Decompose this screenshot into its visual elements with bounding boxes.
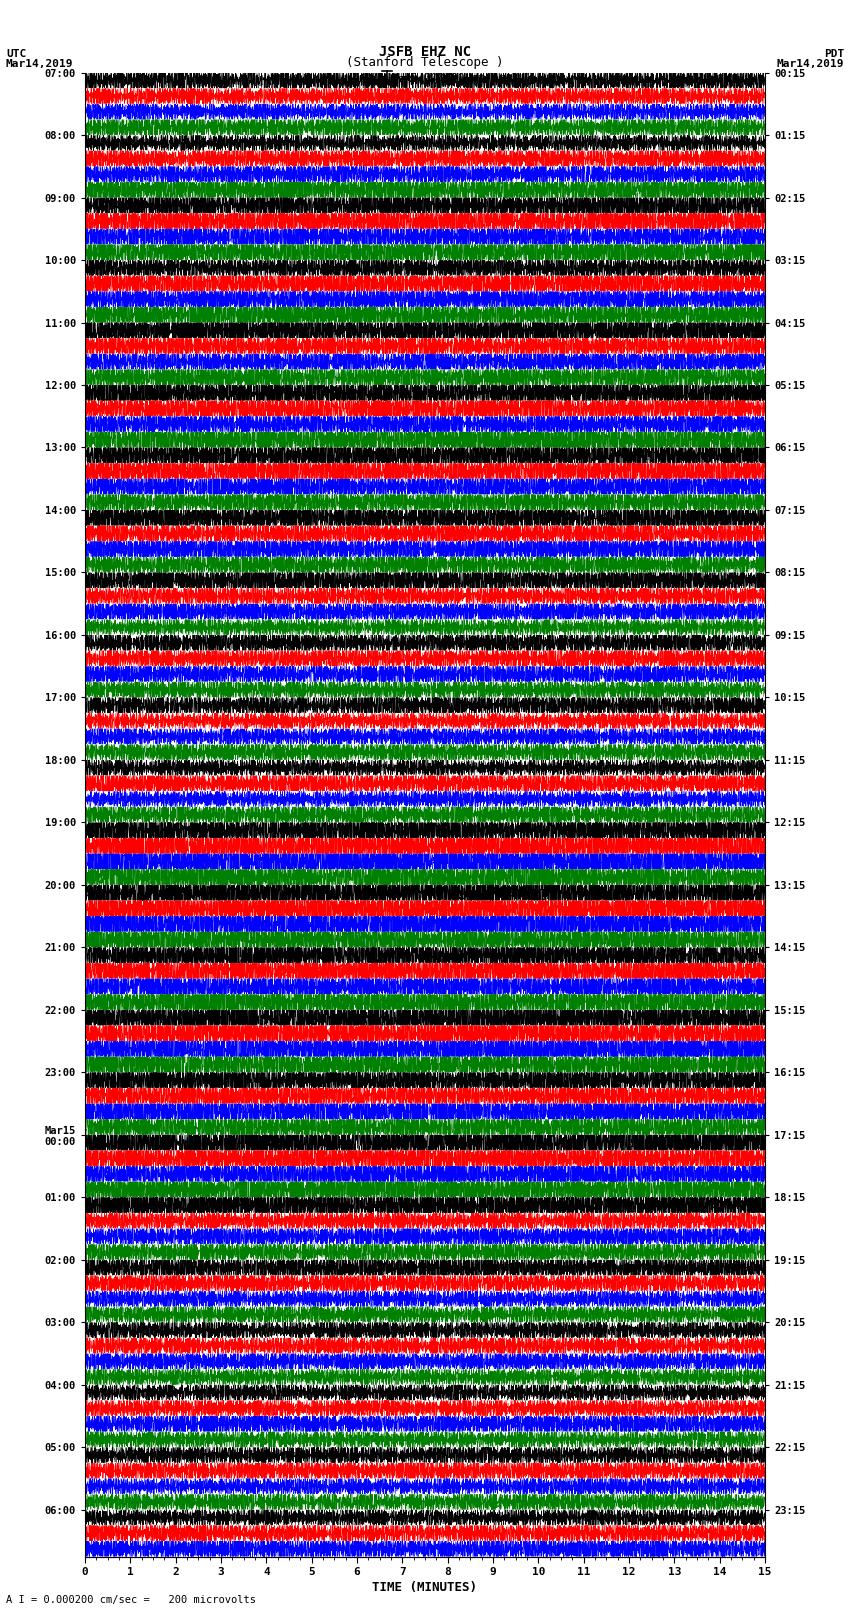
Text: Mar14,2019: Mar14,2019	[777, 58, 844, 69]
Text: A I = 0.000200 cm/sec =   200 microvolts: A I = 0.000200 cm/sec = 200 microvolts	[6, 1595, 256, 1605]
X-axis label: TIME (MINUTES): TIME (MINUTES)	[372, 1581, 478, 1594]
Text: (Stanford Telescope ): (Stanford Telescope )	[346, 55, 504, 69]
Text: Mar14,2019: Mar14,2019	[6, 58, 73, 69]
Text: JSFB EHZ NC: JSFB EHZ NC	[379, 45, 471, 58]
Text: UTC: UTC	[6, 48, 26, 58]
Text: PDT: PDT	[824, 48, 844, 58]
Text: = 0.000200 cm/sec: = 0.000200 cm/sec	[397, 73, 512, 82]
